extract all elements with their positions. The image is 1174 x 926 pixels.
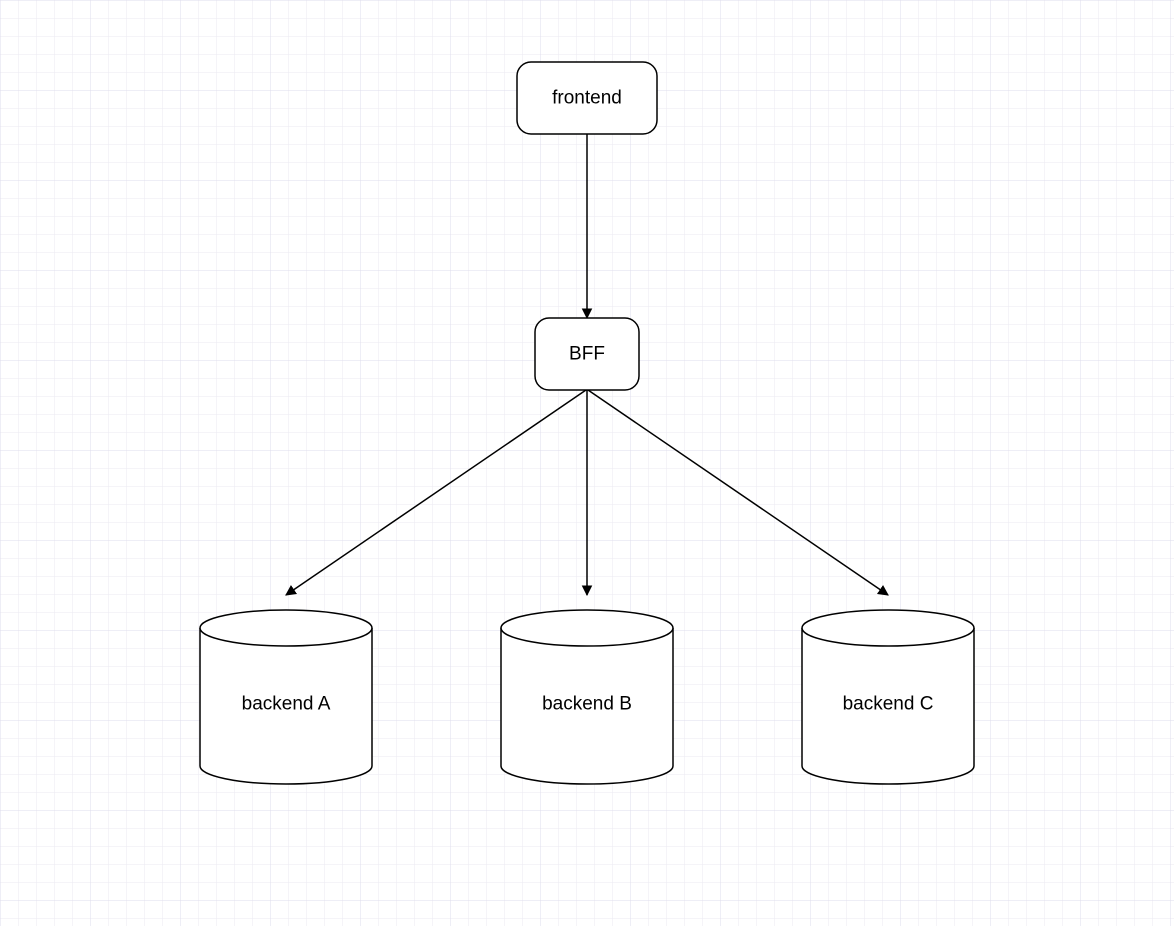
node-frontend: frontend: [517, 62, 657, 134]
node-backend_a-label: backend A: [242, 694, 331, 715]
node-backend_b-label: backend B: [542, 694, 632, 715]
node-bff: BFF: [535, 318, 639, 390]
node-bff-label: BFF: [569, 344, 605, 365]
node-backend_a: backend A: [200, 610, 372, 784]
architecture-diagram: frontend BFF backend A backend B backend C: [0, 0, 1174, 926]
node-backend_c: backend C: [802, 610, 974, 784]
node-frontend-label: frontend: [552, 88, 622, 109]
node-backend_c-label: backend C: [843, 694, 934, 715]
node-backend_b: backend B: [501, 610, 673, 784]
